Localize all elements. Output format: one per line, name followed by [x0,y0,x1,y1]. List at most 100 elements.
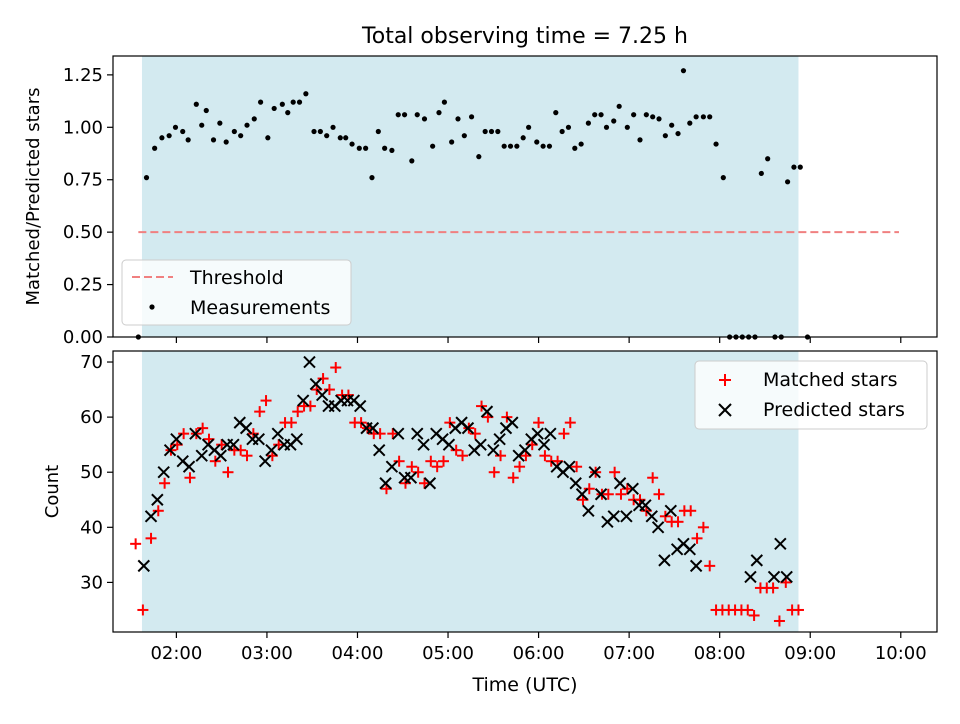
predicted-star-point [271,427,285,440]
bottom-panel: 30 40 50 60 70 02:00 03:00 04:00 05:00 06:00 07:0… [42,350,938,696]
predicted-star-point [366,421,380,435]
x-tick-label: 06:00 [513,643,565,664]
measurement-point [643,112,649,118]
predicted-star-point [780,570,793,584]
measurement-point [382,145,388,151]
predicted-star-point [774,537,787,551]
top-legend-box [121,259,352,326]
measurement-point [675,130,681,137]
measurement-point [631,112,637,118]
legend-measurements-label: Measurements [190,297,330,319]
measurement-point [152,145,158,151]
matched-star-point [393,455,405,467]
predicted-star-point [689,559,703,573]
matched-star-point [304,400,316,412]
matched-star-point [159,477,171,489]
measurement-point [375,128,381,135]
measurement-point [501,143,507,149]
bottom-x-ticks: 02:00 03:00 04:00 05:00 06:00 07:00 08:00 09:00… [150,632,927,664]
measurement-point [572,145,578,151]
matched-star-point [137,604,149,616]
top-panel: 0.00 0.25 0.50 0.75 1.00 1.25 Matched/Predict… [23,55,938,348]
predicted-star-point [480,405,494,418]
measurement-point [290,99,296,105]
bottom-y-axis-label: Count [42,465,63,518]
matched-star-point [374,428,386,440]
matched-star-point [450,444,462,456]
matched-star-point [488,466,500,478]
x-tick-label: 10:00 [875,643,927,664]
measurement-point [317,128,323,135]
measurement-point [363,145,369,151]
measurement-point [585,120,591,126]
measurement-point [461,133,467,139]
matched-star-point [197,422,209,434]
legend-threshold-label: Threshold [189,267,284,289]
predicted-star-point [569,477,582,490]
measurement-point [468,114,475,120]
predicted-star-point [537,438,551,451]
predicted-stars-points [137,355,793,584]
matched-star-point [285,417,297,429]
bottom-legend-box [694,360,928,430]
measurement-point [238,133,244,139]
matched-star-point [273,439,285,451]
matched-star-point [412,466,424,478]
measurement-point [203,107,209,114]
matched-star-point [602,488,614,500]
matched-star-point [323,384,335,396]
legend-matched-swatch [719,374,731,386]
measurement-point [210,137,217,143]
measurement-point [369,175,375,181]
matched-star-point [292,406,304,418]
measurement-point [546,143,553,149]
matched-star-point [609,466,621,478]
matched-star-point [184,472,196,484]
predicted-star-point [613,477,627,490]
measurement-point [311,128,317,135]
measurement-point [495,128,501,135]
predicted-star-point [392,427,405,440]
bottom-shaded-interval [141,351,799,632]
matched-star-point [558,428,570,440]
measurement-point [436,110,442,116]
matched-star-point [583,483,595,495]
measurement-point [421,116,428,122]
measurement-point [349,141,355,147]
y-tick-label: 1.25 [63,65,103,86]
matched-star-point [748,609,760,621]
bottom-y-ticks: 30 40 50 60 70 [80,352,113,593]
matched-star-point [685,505,697,517]
matched-star-point [469,428,481,440]
measurement-point [356,145,362,151]
measurement-point [223,139,229,145]
predicted-star-point [750,554,764,567]
measurement-point [720,175,726,181]
measurement-point [199,122,205,128]
x-axis-label: Time (UTC) [471,674,577,696]
measurement-point [441,99,448,105]
matched-star-point [178,428,190,440]
matched-star-point [792,604,804,616]
measurement-point [758,170,764,177]
predicted-star-point [385,460,399,473]
predicted-star-point [518,443,532,457]
measurement-point [185,137,191,143]
matched-star-point [418,477,430,489]
matched-star-point [241,450,253,462]
measurement-point [166,133,172,139]
predicted-star-point [309,377,323,391]
measurement-point [389,147,395,153]
predicted-star-point [461,421,475,435]
measurement-point [449,139,455,145]
measurement-point [279,101,285,107]
measurement-point [540,143,546,149]
matched-star-point [621,483,633,495]
predicted-star-point [575,488,589,501]
legend-matched-label: Matched stars [763,369,897,391]
predicted-star-point [664,504,677,517]
predicted-star-point [607,510,620,523]
predicted-star-point [411,427,424,440]
predicted-star-point [151,493,164,506]
